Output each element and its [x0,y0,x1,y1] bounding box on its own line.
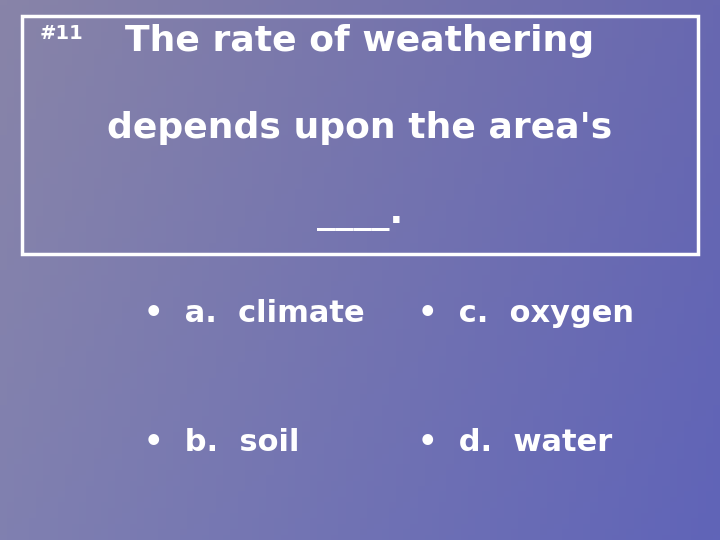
Bar [22,16,698,254]
Text: The rate of weathering: The rate of weathering [125,24,595,58]
Text: #11: #11 [40,24,84,43]
Text: depends upon the area's: depends upon the area's [107,111,613,145]
Text: ____.: ____. [317,197,403,231]
Text: •  b.  soil: • b. soil [144,428,300,457]
Text: •  a.  climate: • a. climate [144,299,364,328]
Text: •  d.  water: • d. water [418,428,612,457]
Text: •  c.  oxygen: • c. oxygen [418,299,634,328]
